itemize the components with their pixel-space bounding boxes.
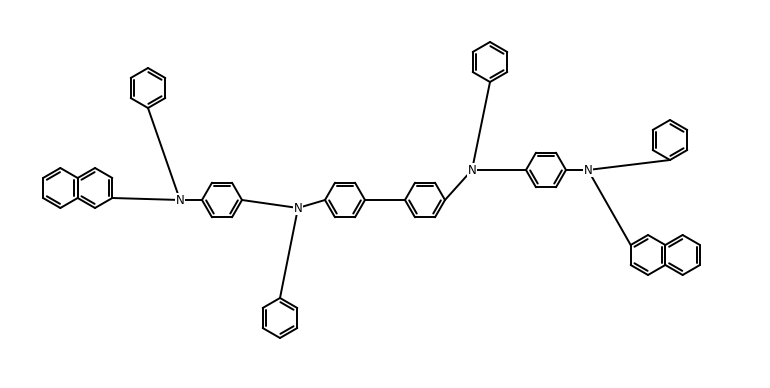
Text: N: N [584,163,592,177]
Text: N: N [467,163,477,177]
Text: N: N [293,201,303,215]
Text: N: N [176,194,184,206]
